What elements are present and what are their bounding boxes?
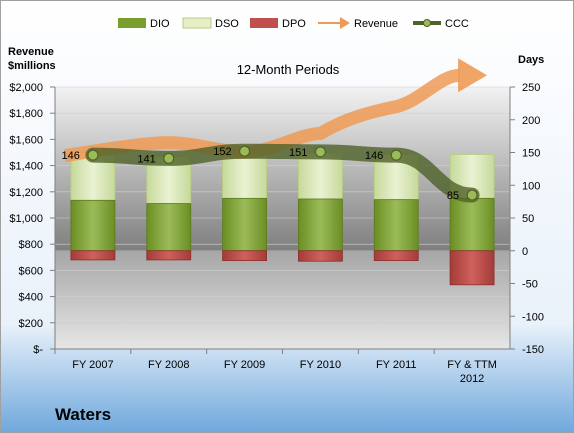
right-tick-label: -150 — [522, 344, 544, 356]
ccc-data-label: 146 — [365, 150, 383, 162]
legend-swatch-dio — [118, 18, 146, 28]
ccc-point — [87, 149, 99, 161]
left-tick-label: $1,200 — [9, 187, 43, 199]
revenue-arrowhead — [458, 58, 488, 93]
right-tick-label: 200 — [522, 115, 540, 127]
bar-dio — [222, 197, 267, 252]
left-axis-title-line-2: $millions — [8, 60, 56, 72]
bar-dpo — [449, 250, 495, 286]
ccc-point — [314, 146, 327, 158]
ccc-point — [238, 145, 251, 157]
legend-swatch-dpo — [250, 18, 278, 28]
ccc-data-label: 85 — [447, 190, 459, 202]
left-tick-label: $1,800 — [9, 108, 43, 120]
category-label: FY 2008 — [148, 359, 189, 371]
left-tick-label: $200 — [19, 318, 43, 330]
legend-label-dio: DIO — [150, 18, 170, 30]
legend-marker-ccc — [423, 19, 431, 27]
bar-dpo — [298, 250, 343, 262]
left-tick-label: $- — [33, 344, 43, 356]
left-tick-label: $1,600 — [9, 134, 43, 146]
bar-dpo — [146, 250, 192, 261]
right-tick-label: 100 — [522, 180, 540, 192]
bar-dpo — [373, 250, 419, 261]
left-tick-label: $1,400 — [9, 161, 43, 173]
ccc-data-label: 151 — [289, 147, 307, 159]
left-axis-title-line-1: Revenue — [8, 46, 54, 58]
left-tick-label: $600 — [19, 265, 43, 277]
left-tick-label: $400 — [19, 292, 43, 304]
bar-dso — [298, 152, 343, 200]
right-tick-label: -50 — [522, 279, 538, 291]
bar-dio — [373, 199, 419, 252]
ccc-point — [163, 152, 175, 164]
bar-dpo — [222, 250, 267, 261]
legend-label-dso: DSO — [215, 18, 239, 30]
bar-dso — [222, 152, 267, 199]
plot-area-lower — [55, 250, 510, 349]
left-tick-label: $1,000 — [9, 213, 43, 225]
bar-dio — [146, 203, 192, 252]
bar-dpo — [70, 250, 116, 261]
category-label: FY & TTM — [447, 359, 497, 371]
bar-dio — [70, 199, 116, 252]
ccc-series: 146 141 152 151 146 85 — [62, 143, 480, 203]
legend-label-revenue: Revenue — [354, 18, 398, 30]
category-label: FY 2011 — [376, 359, 417, 371]
company-name: Waters — [55, 405, 111, 424]
left-axis: $- $200 $400 $600 $800 $1,000 $1,200 $1,400 $1,6… — [9, 82, 56, 356]
category-label: FY 2009 — [224, 359, 265, 371]
ccc-data-label: 146 — [62, 150, 80, 162]
right-axis-title: Days — [518, 54, 544, 66]
legend-swatch-revenue — [318, 17, 350, 29]
bar-dio — [298, 198, 343, 252]
legend-label-dpo: DPO — [282, 18, 306, 30]
right-tick-label: 250 — [522, 82, 540, 94]
plot-area-upper — [55, 87, 510, 251]
right-axis: -150 -100 -50 0 50 100 150 200 250 — [509, 82, 544, 356]
legend: DIO DSO DPO Revenue CCC — [118, 17, 469, 30]
right-tick-label: 0 — [522, 246, 528, 258]
left-tick-label: $2,000 — [9, 82, 43, 94]
ccc-data-label: 141 — [137, 153, 155, 165]
left-tick-label: $800 — [19, 239, 43, 251]
category-label: 2012 — [460, 373, 484, 385]
chart-title: 12-Month Periods — [237, 62, 340, 77]
right-tick-label: -100 — [522, 311, 544, 323]
legend-label-ccc: CCC — [445, 18, 469, 30]
ccc-point — [466, 189, 478, 201]
bar-dio — [449, 197, 495, 252]
ccc-point — [390, 149, 402, 161]
category-label: FY 2010 — [300, 359, 341, 371]
right-tick-label: 50 — [522, 213, 534, 225]
x-axis: FY 2007 FY 2008 FY 2009 FY 2010 FY 2011 FY & … — [54, 348, 510, 385]
bar-series — [70, 152, 495, 286]
legend-swatch-dso — [182, 17, 212, 29]
ccc-data-label: 152 — [213, 146, 231, 158]
right-tick-label: 150 — [522, 148, 540, 160]
plot-background — [55, 87, 510, 349]
category-label: FY 2007 — [72, 359, 113, 371]
